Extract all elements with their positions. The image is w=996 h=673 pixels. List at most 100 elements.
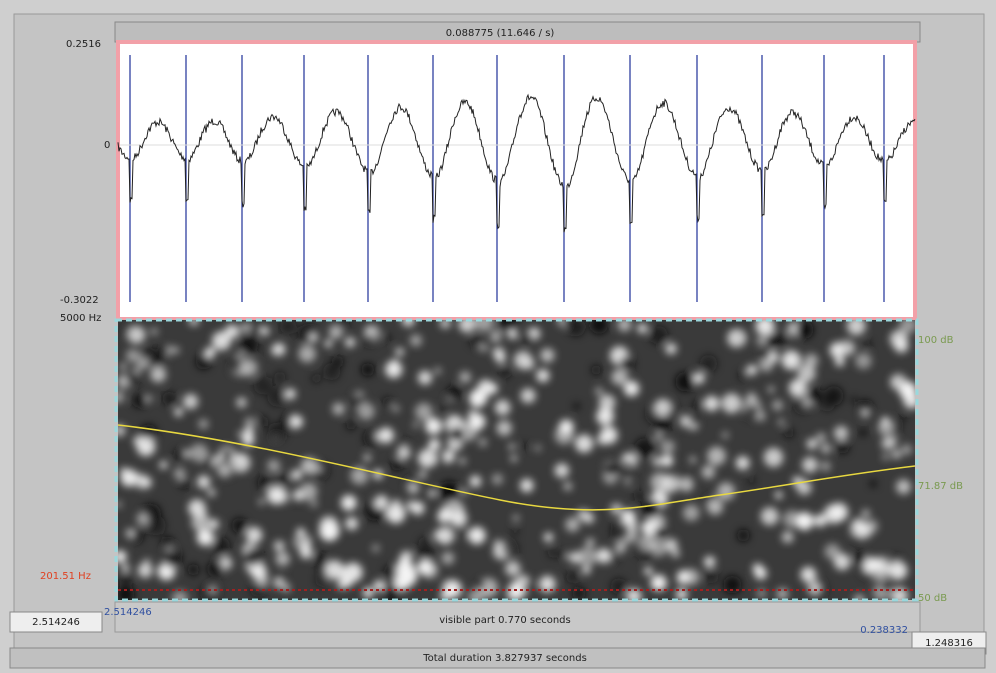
spectrogram-blob — [651, 575, 667, 591]
spectrogram-blob — [132, 393, 147, 408]
spectrogram-blob — [802, 457, 818, 473]
spectrogram-blob — [559, 420, 574, 435]
spectrogram-blob — [679, 477, 693, 491]
spectrogram-blob — [852, 518, 865, 531]
spectrogram-blob — [415, 403, 433, 421]
spectrogram-blob — [127, 326, 145, 344]
spectrogram-blob — [586, 538, 595, 547]
spectrogram-blob — [834, 426, 848, 440]
spectrogram-blob — [254, 376, 273, 395]
selection-start: 2.514246 — [104, 607, 152, 618]
spectrogram-blob — [707, 499, 723, 515]
spectrogram-blob — [470, 476, 482, 488]
spectrogram-blob — [700, 355, 718, 373]
spectrogram-blob — [547, 547, 558, 558]
spectrogram-blob — [274, 541, 285, 552]
spectrogram-blob — [624, 381, 639, 396]
spectrogram-blob — [294, 490, 304, 500]
spectrogram-blob — [173, 449, 186, 462]
spectrogram-blob — [881, 437, 894, 450]
right-time: 1.248316 — [925, 638, 973, 649]
spectrogram-blob — [509, 444, 515, 450]
spectrogram-blob — [597, 435, 607, 445]
spectrogram-blob — [864, 340, 872, 348]
spectrogram-blob — [775, 491, 782, 498]
spectrogram-blob — [245, 417, 256, 428]
spectrogram-blob — [183, 394, 198, 409]
spectrogram-blob — [411, 502, 424, 515]
spectrogram-blob — [237, 455, 246, 464]
spectrogram-blob — [649, 543, 657, 551]
spectrogram-blob — [693, 372, 704, 383]
spectrogram-blob — [161, 536, 174, 549]
spectrogram-blob — [251, 564, 267, 580]
waveform-panel[interactable] — [118, 42, 915, 319]
spectrogram-blob — [883, 454, 889, 460]
spectrogram-blob — [853, 552, 866, 565]
intensity-value-label: 71.87 dB — [918, 481, 963, 492]
spectrogram-blob — [680, 415, 691, 426]
spectrogram-blob — [341, 495, 357, 511]
spectrogram-blob — [494, 539, 503, 548]
spectrogram-blob — [459, 371, 471, 383]
pitch-readout: 201.51 Hz — [40, 571, 91, 582]
spectrogram-blob — [772, 400, 783, 411]
spectrogram-blob — [469, 389, 487, 407]
spectrogram-blob — [544, 533, 553, 542]
spectrogram-blob — [660, 440, 674, 454]
spectrogram-blob — [393, 405, 399, 411]
spectrogram-blob — [325, 340, 332, 347]
spectrogram-blob — [599, 394, 615, 410]
spectrogram-blob — [258, 476, 272, 490]
spectrogram-blob — [316, 466, 323, 473]
spectrogram-blob — [468, 527, 485, 544]
spectrogram-blob — [345, 517, 358, 530]
spectrogram-blob — [582, 566, 590, 574]
spectrogram-blob — [272, 343, 285, 356]
spectrogram-blob — [137, 437, 156, 456]
spectrogram-blob — [642, 499, 660, 517]
intensity-top-label: 100 dB — [918, 335, 954, 346]
spectrogram-blob — [655, 415, 671, 431]
spectrogram-blob — [212, 537, 231, 556]
spectrogram-blob — [119, 363, 126, 370]
spectrogram-blob — [442, 552, 455, 565]
spectrogram-blob — [267, 459, 280, 472]
editor-window: 0.088775 (11.646 / s) 0.2516 0 -0.3022 5… — [0, 0, 996, 673]
total-duration: Total duration 3.827937 seconds — [422, 653, 587, 664]
wave-zero-label: 0 — [104, 140, 110, 151]
spectrogram-blob — [736, 456, 750, 470]
spectrogram-blob — [174, 468, 186, 480]
spectrogram-blob — [460, 529, 470, 539]
spectrogram-blob — [737, 529, 749, 541]
spectrogram-blob — [310, 500, 317, 507]
spectrogram-blob — [162, 392, 176, 406]
spectrogram-blob — [610, 554, 618, 562]
spectrogram-blob — [450, 427, 465, 442]
spectrogram-blob — [232, 518, 247, 533]
spectrogram-blob — [257, 416, 268, 427]
spectrogram-blob — [816, 433, 826, 443]
spectrogram-blob — [591, 365, 601, 375]
spectrogram-blob — [759, 358, 773, 372]
spectrogram-blob — [276, 552, 290, 566]
spectrogram-blob — [596, 548, 611, 563]
spectrogram-blob — [796, 321, 814, 339]
spectrogram-blob — [511, 527, 519, 535]
spectrogram-blob — [661, 475, 679, 493]
spectrogram-blob — [309, 333, 318, 342]
spectrogram-blob — [366, 327, 373, 334]
spectrogram-blob — [522, 443, 528, 449]
spectrogram-blob — [882, 417, 890, 425]
spectrogram-blob — [259, 499, 265, 505]
spectrogram-blob — [244, 548, 263, 567]
spectrogram-blob — [604, 462, 618, 476]
freq-top-label: 5000 Hz — [60, 313, 101, 324]
spectrogram-blob — [521, 388, 536, 403]
spectrogram-blob — [440, 405, 447, 412]
spectrogram-blob — [338, 572, 348, 582]
spectrogram-blob — [490, 330, 501, 341]
spectrogram-blob — [570, 552, 582, 564]
spectrogram-blob — [615, 542, 626, 553]
spectrogram-blob — [717, 482, 735, 500]
